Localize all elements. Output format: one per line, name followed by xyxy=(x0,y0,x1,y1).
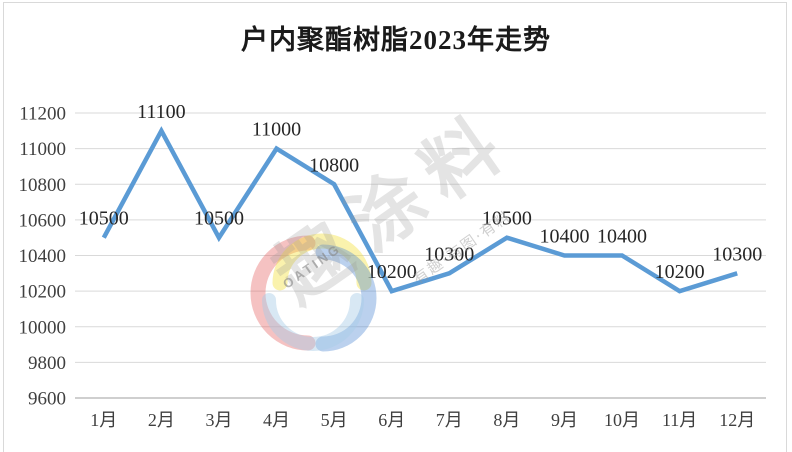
x-axis-labels: 1月 2月 3月 4月 5月 6月 7月 8月 9月 10月 11月 12月 xyxy=(90,410,755,430)
data-label: 10800 xyxy=(309,154,359,176)
x-tick-label: 7月 xyxy=(436,410,463,430)
data-label: 10300 xyxy=(712,243,762,265)
x-tick-label: 2月 xyxy=(148,410,175,430)
data-label: 11000 xyxy=(252,119,301,141)
y-tick-label: 11000 xyxy=(19,139,66,160)
x-tick-label: 5月 xyxy=(321,410,348,430)
y-tick-label: 10400 xyxy=(19,246,67,267)
data-label: 10400 xyxy=(539,226,589,248)
gridlines xyxy=(75,112,766,399)
data-label: 10500 xyxy=(194,208,244,230)
y-tick-label: 10200 xyxy=(19,282,67,303)
x-tick-label: 1月 xyxy=(90,410,117,430)
y-tick-label: 9600 xyxy=(28,389,66,410)
x-tick-label: 12月 xyxy=(719,410,755,430)
x-tick-label: 3月 xyxy=(205,410,232,430)
y-tick-label: 11200 xyxy=(19,104,66,125)
chart-title: 户内聚酯树脂2023年走势 xyxy=(241,25,551,55)
x-tick-label: 11月 xyxy=(662,410,697,430)
x-tick-label: 8月 xyxy=(493,410,520,430)
data-label: 10400 xyxy=(597,226,647,248)
chart-frame-border xyxy=(3,2,787,452)
x-tick-label: 10月 xyxy=(604,410,640,430)
y-axis-labels: 9600 9800 10000 10200 10400 10600 10800 11000 11… xyxy=(19,104,67,410)
data-label: 10300 xyxy=(424,243,474,265)
y-tick-label: 10800 xyxy=(19,175,67,196)
series-line xyxy=(101,126,738,294)
data-label: 11100 xyxy=(137,101,186,123)
data-label: 10200 xyxy=(655,261,705,283)
y-tick-label: 10000 xyxy=(19,317,67,338)
x-tick-label: 4月 xyxy=(263,410,290,430)
y-tick-label: 9800 xyxy=(28,353,66,374)
x-tick-label: 6月 xyxy=(378,410,405,430)
y-tick-label: 10600 xyxy=(19,210,67,231)
data-label: 10500 xyxy=(482,208,532,230)
data-label: 10200 xyxy=(367,261,417,283)
x-tick-label: 9月 xyxy=(551,410,578,430)
data-label: 10500 xyxy=(79,208,129,230)
data-labels: 10500 11100 10500 11000 10800 10200 10300 10500… xyxy=(79,101,762,283)
